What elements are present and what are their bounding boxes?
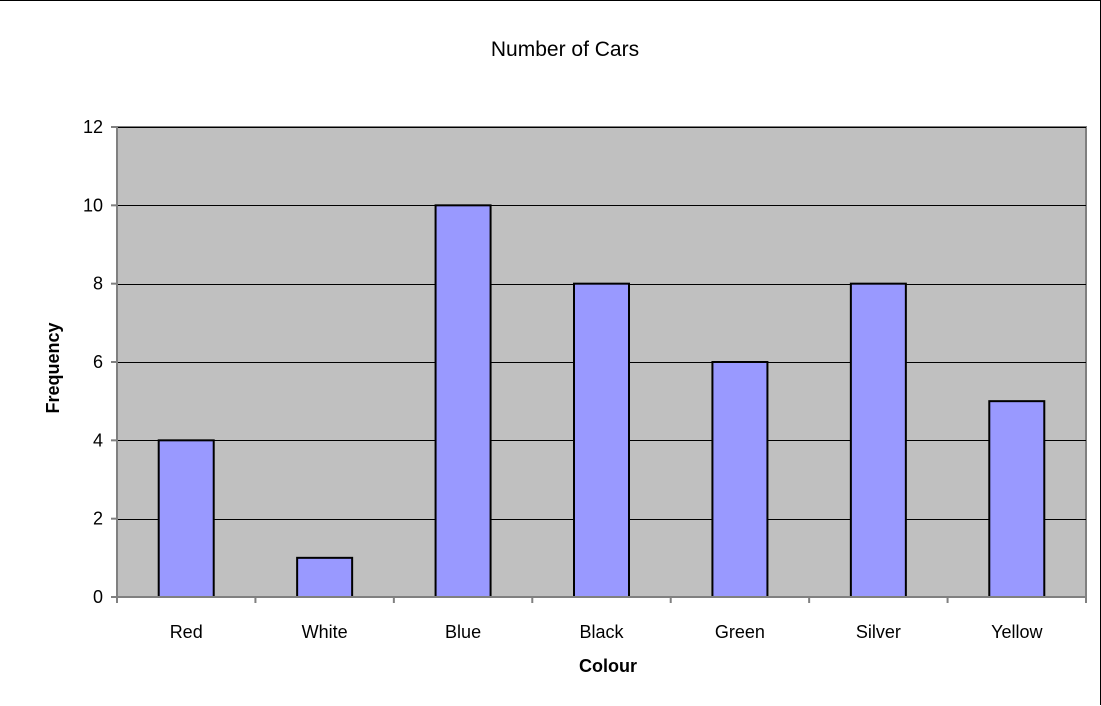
gridlines (117, 127, 1086, 520)
x-tick-label: Silver (856, 622, 901, 642)
bar-blue (434, 204, 492, 598)
bar-white (296, 556, 354, 598)
x-tick-label: Red (170, 622, 203, 642)
y-tick-label: 0 (93, 587, 103, 607)
x-axis-label: Colour (579, 656, 637, 676)
x-tick-label: Green (715, 622, 765, 642)
x-tick-labels: Red White Blue Black Green Silver Yellow (116, 597, 1087, 642)
x-tick-label: Blue (445, 622, 481, 642)
y-tick-label: 10 (83, 195, 103, 215)
y-tick-label: 12 (83, 117, 103, 137)
y-tick-label: 2 (93, 509, 103, 529)
bar-black (573, 282, 630, 598)
y-tick-label: 8 (93, 274, 103, 294)
bars (157, 204, 1046, 599)
bar-green (711, 361, 769, 598)
chart-title: Number of Cars (491, 38, 639, 61)
bar-red (157, 439, 215, 599)
y-axis-label: Frequency (43, 322, 63, 413)
y-tick-labels: 0 2 4 6 8 10 12 (83, 117, 117, 607)
x-tick-label: Black (579, 622, 624, 642)
bar-yellow (988, 400, 1046, 598)
bar-silver (849, 282, 907, 598)
x-tick-label: White (302, 622, 348, 642)
y-tick-label: 6 (93, 352, 103, 372)
x-tick-label: Yellow (991, 622, 1043, 642)
y-tick-label: 4 (93, 430, 103, 450)
